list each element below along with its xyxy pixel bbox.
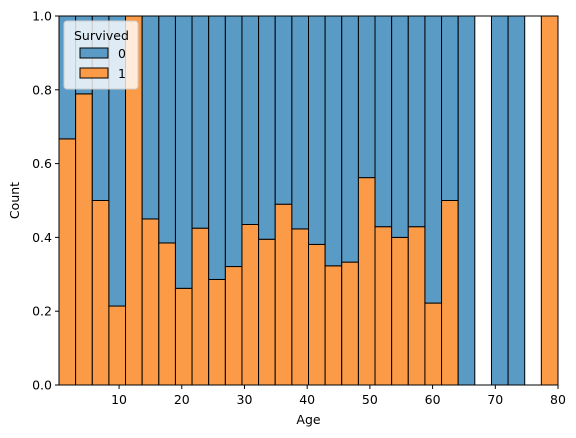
y-tick-label: 0.2 [32,304,52,319]
legend-swatch-0 [79,47,109,59]
y-tick-label: 0.0 [32,378,52,393]
y-tick-label: 0.8 [32,82,52,97]
bar-survived-1-bin-20 [391,236,409,386]
y-tick-label: 1.0 [32,9,52,24]
bar-survived-0-bin-9 [208,15,226,280]
x-tick-label: 30 [237,392,253,407]
x-tick-label: 20 [174,392,190,407]
axes-group [58,15,559,386]
x-tick-label: 70 [487,392,503,407]
bar-survived-1-bin-16 [324,265,343,386]
bar-survived-1-bin-18 [357,177,376,386]
x-tick-label: 10 [111,392,127,407]
y-tick-label: 0.6 [32,156,52,171]
bar-survived-0-bin-6 [158,15,176,244]
x-axis-label: Age [296,412,320,427]
bar-survived-1-bin-12 [258,238,276,386]
bar-survived-0-bin-14 [291,15,310,230]
x-ticks: 10 20 30 40 50 60 70 80 [111,385,566,407]
bar-survived-1-bin-13 [274,203,293,386]
bar-survived-0-bin-20 [391,15,409,238]
bar-survived-0-bin-8 [191,15,210,229]
bar-survived-1-bin-8 [191,227,210,386]
y-axis-label: Count [7,182,22,219]
bar-survived-1-bin-2 [91,200,110,386]
bar-survived-1-bin-19 [374,226,393,386]
bar-survived-1-bin-7 [174,287,193,386]
bar-survived-1-bin-0 [58,138,77,386]
x-tick-label: 80 [550,392,566,407]
legend-title: Survived [74,28,129,43]
bar-survived-0-bin-24 [457,15,476,386]
bar-survived-0-bin-26 [490,15,509,386]
legend-label-1: 1 [118,66,126,81]
bar-survived-1-bin-21 [407,226,426,386]
bar-survived-1-bin-15 [308,243,326,386]
bar-survived-1-bin-1 [75,93,93,386]
bar-survived-1-bin-17 [341,261,359,386]
legend-swatch-1 [79,67,109,79]
x-tick-label: 50 [362,392,378,407]
bar-survived-1-bin-14 [291,228,310,386]
bar-survived-0-bin-16 [324,15,343,267]
bar-survived-0-bin-23 [441,15,459,201]
bar-survived-0-bin-15 [308,15,326,245]
bar-survived-0-bin-18 [357,15,376,179]
bar-survived-0-bin-11 [241,15,260,225]
bar-survived-0-bin-21 [407,15,426,228]
bar-survived-1-bin-5 [141,218,160,386]
bar-survived-0-bin-12 [258,15,276,240]
bar-survived-1-bin-11 [241,223,260,386]
bar-survived-0-bin-22 [424,15,443,304]
bar-survived-0-bin-17 [341,15,359,263]
bar-survived-0-bin-19 [374,15,393,228]
bar-survived-1-bin-29 [540,15,559,386]
legend-label-0: 0 [118,46,126,61]
bar-survived-1-bin-3 [108,305,127,386]
bar-survived-1-bin-23 [441,200,459,386]
plot-frame [58,15,559,386]
bar-survived-0-bin-7 [174,15,193,289]
legend: Survived 0 1 [63,20,139,90]
bar-survived-1-bin-9 [208,278,226,386]
bar-survived-0-bin-13 [274,15,293,205]
bar-survived-1-bin-6 [158,242,176,386]
y-tick-label: 0.4 [32,230,52,245]
y-ticks: 0.0 0.2 0.4 0.6 0.8 1.0 [32,9,59,393]
x-tick-label: 60 [425,392,441,407]
bar-survived-0-bin-27 [507,15,526,386]
bar-survived-1-bin-10 [224,266,243,386]
bar-survived-1-bin-22 [424,302,443,386]
bar-survived-0-bin-10 [224,15,243,268]
bar-survived-0-bin-5 [141,15,160,220]
x-tick-label: 40 [299,392,315,407]
